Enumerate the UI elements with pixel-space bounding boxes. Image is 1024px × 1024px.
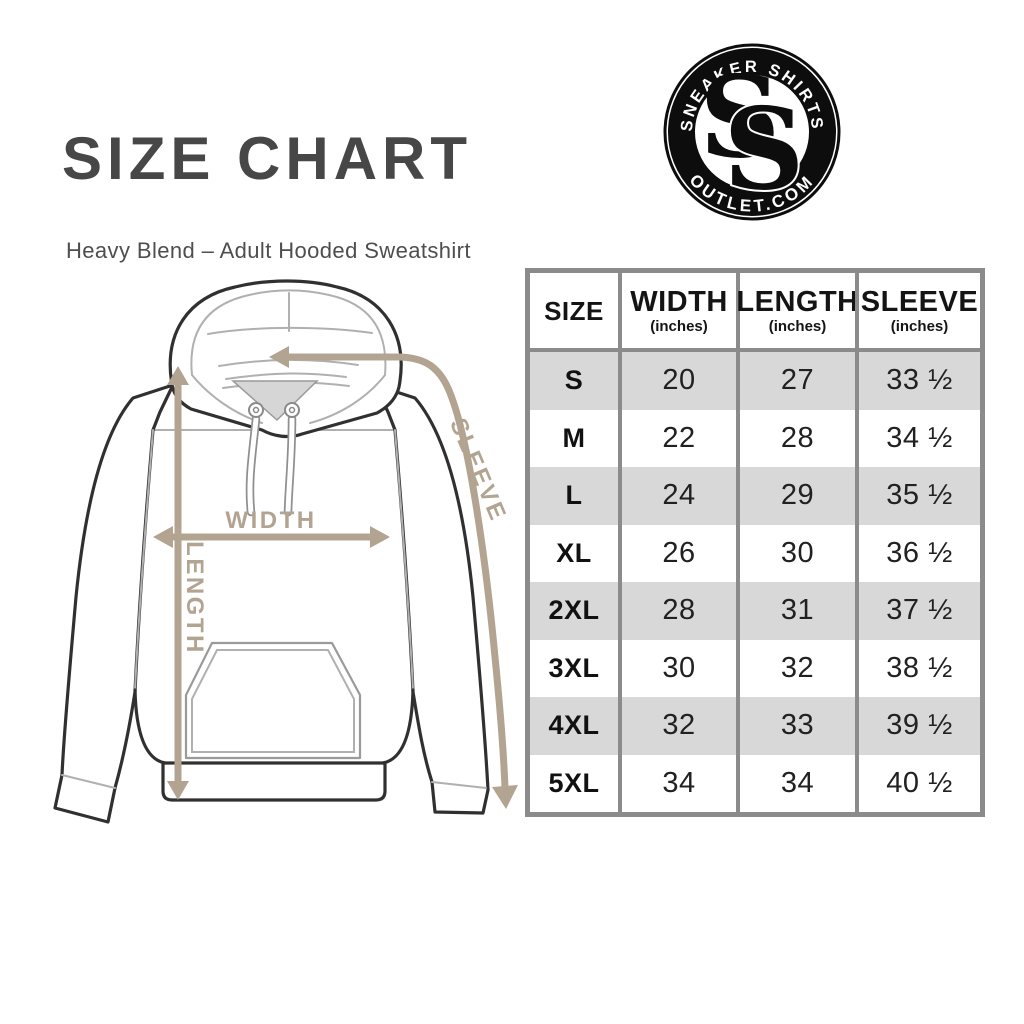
width-cell: 30 xyxy=(618,639,736,697)
length-cell: 27 xyxy=(736,352,855,410)
column-unit: (inches) xyxy=(768,317,827,335)
size-table-header: SIZE WIDTH (inches) LENGTH (inches) SLEE… xyxy=(530,273,980,352)
width-cell: 20 xyxy=(618,352,736,410)
hoodie-hem-band xyxy=(161,761,387,802)
ss-monogram-icon: S S xyxy=(700,53,807,218)
width-cell: 24 xyxy=(618,467,736,525)
size-cell: L xyxy=(565,480,583,511)
sleeve-cell: 34 ½ xyxy=(855,409,980,467)
table-row: M 22 28 34 ½ xyxy=(530,409,980,467)
column-header: SIZE xyxy=(530,273,618,348)
length-cell: 30 xyxy=(736,524,855,582)
length-cell: 28 xyxy=(736,409,855,467)
grommet-left xyxy=(248,402,264,418)
column-header: WIDTH (inches) xyxy=(618,273,736,348)
size-cell: 5XL xyxy=(548,767,600,798)
hoodie-left-bottom-corner xyxy=(133,688,167,765)
sleeve-cell: 40 ½ xyxy=(855,754,980,812)
page-subtitle: Heavy Blend – Adult Hooded Sweatshirt xyxy=(66,238,471,263)
length-label: LENGTH xyxy=(181,541,208,655)
hoodie-pocket xyxy=(184,641,362,760)
hoodie-left-body-seam xyxy=(134,429,154,691)
page-title: SIZE CHART xyxy=(62,125,472,192)
length-cell: 34 xyxy=(736,754,855,812)
size-cell: 2XL xyxy=(548,595,600,626)
drawstrings xyxy=(245,402,300,517)
hoodie-pocket-inner-line xyxy=(191,649,355,753)
size-table-body: S 20 27 33 ½ M 22 28 34 ½ L 24 29 35 ½ X… xyxy=(530,352,980,812)
hood-inner-outline xyxy=(190,289,387,376)
hoodie-right-body-seam xyxy=(394,429,414,691)
sleeve-cell: 37 ½ xyxy=(855,582,980,640)
column-header: SLEEVE (inches) xyxy=(855,273,980,348)
sleeve-arrow xyxy=(287,353,509,789)
brand-logo: SNEAKER SHIRTS OUTLET.COM S S xyxy=(663,43,841,221)
column-label: LENGTH xyxy=(736,285,859,318)
hoodie-left-wrist-seam xyxy=(61,774,116,789)
size-cell: 3XL xyxy=(548,652,600,683)
neck-triangle xyxy=(231,380,319,422)
hood-rim-line-1 xyxy=(225,372,347,380)
length-cell: 31 xyxy=(736,582,855,640)
table-row: 5XL 34 34 40 ½ xyxy=(530,754,980,812)
sleeve-cell: 35 ½ xyxy=(855,467,980,525)
column-unit: (inches) xyxy=(650,317,708,335)
width-cell: 26 xyxy=(618,524,736,582)
column-label: SLEEVE xyxy=(860,285,979,318)
monogram-s-back: S xyxy=(700,53,781,184)
size-cell: M xyxy=(562,422,586,453)
sleeve-cell: 36 ½ xyxy=(855,524,980,582)
hoodie-right-bottom-corner xyxy=(381,688,415,765)
measurement-arrows xyxy=(153,346,518,809)
length-cell: 33 xyxy=(736,697,855,755)
hood-opening-right xyxy=(309,374,386,424)
size-table: SIZE WIDTH (inches) LENGTH (inches) SLEE… xyxy=(525,268,985,817)
length-cell: 32 xyxy=(736,639,855,697)
column-label: SIZE xyxy=(544,295,604,326)
sleeve-cell: 33 ½ xyxy=(855,352,980,410)
table-row: 2XL 28 31 37 ½ xyxy=(530,582,980,640)
width-label: WIDTH xyxy=(225,507,316,534)
width-cell: 32 xyxy=(618,697,736,755)
hoodie-left-sleeve xyxy=(53,383,175,824)
hoodie-right-wrist-seam xyxy=(431,781,487,789)
size-cell: XL xyxy=(556,537,592,568)
width-cell: 28 xyxy=(618,582,736,640)
size-cell: S xyxy=(564,365,584,396)
sleeve-cell: 38 ½ xyxy=(855,639,980,697)
column-header: LENGTH (inches) xyxy=(736,273,859,348)
width-cell: 34 xyxy=(618,754,736,812)
size-cell: 4XL xyxy=(548,710,600,741)
table-row: XL 26 30 36 ½ xyxy=(530,524,980,582)
table-row: 3XL 30 32 38 ½ xyxy=(530,639,980,697)
logo-band xyxy=(668,48,836,216)
sleeve-cell: 39 ½ xyxy=(855,697,980,755)
hoodie-diagram: WIDTH LENGTH SLEEVE xyxy=(53,279,518,824)
width-cell: 22 xyxy=(618,409,736,467)
monogram-s-front: S xyxy=(724,85,805,216)
column-label: WIDTH xyxy=(630,285,728,318)
table-row: L 24 29 35 ½ xyxy=(530,467,980,525)
table-row: 4XL 32 33 39 ½ xyxy=(530,697,980,755)
table-row: S 20 27 33 ½ xyxy=(530,352,980,410)
grommet-right xyxy=(284,402,300,418)
column-unit: (inches) xyxy=(890,317,949,335)
length-cell: 29 xyxy=(736,467,855,525)
